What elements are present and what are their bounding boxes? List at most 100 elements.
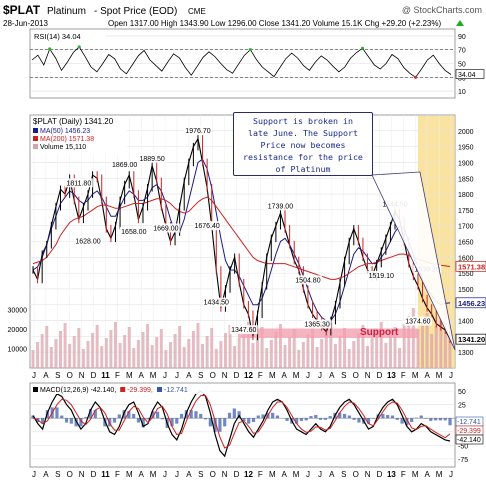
macd-histogram-bar: [170, 418, 174, 427]
x-tick-label: N: [222, 371, 228, 380]
macd-x-tick-label: M: [150, 470, 157, 479]
x-tick-label: S: [55, 371, 60, 380]
volume-bar: [251, 343, 255, 368]
macd-histogram-bar: [438, 418, 443, 421]
callout-pointer: [371, 171, 456, 351]
legend-entry: Volume 15,110: [40, 144, 86, 151]
x-tick-label: D: [91, 371, 97, 380]
volume-bar: [228, 325, 232, 368]
macd-x-tick-label: N: [79, 470, 85, 479]
macd-histogram-bar: [69, 418, 73, 424]
macd-x-tick-label: O: [210, 470, 216, 479]
macd-histogram-bar: [342, 413, 347, 419]
x-tick-label: N: [79, 371, 85, 380]
macd-legend-swatch: [33, 387, 38, 392]
macd-histogram-bar: [366, 418, 371, 424]
volume-tick-label: 30000: [8, 308, 28, 315]
x-tick-label: A: [282, 371, 288, 380]
macd-histogram-bar: [136, 418, 141, 423]
volume-bar: [288, 337, 292, 368]
volume-bar: [361, 325, 365, 368]
x-tick-label: S: [341, 371, 346, 380]
macd-x-tick-label: S: [198, 470, 203, 479]
volume-bar: [31, 350, 35, 368]
volume-bar: [191, 331, 195, 368]
x-tick-label: M: [269, 371, 276, 380]
rsi-last-box: [455, 69, 485, 79]
volume-bar: [434, 326, 438, 368]
macd-histogram-bar: [31, 415, 35, 419]
macd-histogram-bar: [223, 418, 227, 427]
x-tick-label: J: [32, 371, 36, 380]
macd-x-tick-label: F: [401, 470, 406, 479]
price-annotation: 1869.00: [112, 162, 137, 169]
instrument-name: Platinum: [47, 6, 86, 17]
macd-histogram-bar: [232, 408, 236, 419]
volume-bar: [421, 321, 425, 368]
volume-bar: [283, 345, 287, 368]
rsi-line: [31, 46, 452, 78]
support-label: Support: [360, 327, 399, 338]
x-tick-label: M: [126, 371, 133, 380]
macd-x-tick-label: M: [293, 470, 300, 479]
macd-tick-label: 50: [458, 389, 466, 396]
volume-bar: [141, 332, 145, 368]
macd-x-tick-label: A: [329, 470, 335, 479]
volume-tick-label: 10000: [8, 347, 28, 354]
volume-bar: [256, 335, 260, 368]
volume-bar: [338, 336, 342, 368]
x-tick-label: N: [365, 371, 371, 380]
volume-bar: [214, 349, 218, 368]
legend-swatch: [33, 136, 38, 141]
rsi-legend-bg: [32, 31, 106, 41]
volume-bar: [233, 346, 237, 368]
rsi-overbought-mark: [248, 48, 252, 52]
price-tick-label: 1500: [458, 287, 474, 294]
macd-histogram-bar: [156, 411, 160, 419]
macd-right-box: [455, 434, 484, 445]
macd-right-label: -12.741: [457, 419, 481, 426]
macd-histogram-bar: [64, 418, 69, 423]
price-annotation: 1628.00: [75, 238, 100, 245]
volume-bar: [242, 330, 246, 368]
x-tick-label: O: [353, 371, 359, 380]
macd-histogram-bar: [386, 414, 390, 419]
macd-x-tick-label: A: [43, 470, 49, 479]
price-tick-label: 1750: [458, 208, 474, 215]
macd-histogram-bar: [242, 418, 246, 421]
volume-bar: [416, 329, 420, 368]
right-value-box: [455, 333, 486, 345]
price-tick-label: 1650: [458, 240, 474, 247]
volume-bar: [356, 333, 360, 368]
macd-histogram-bar: [410, 418, 414, 423]
macd-histogram-bar: [194, 411, 198, 419]
volume-bar: [343, 328, 347, 368]
price-annotation: 1374.60: [405, 319, 430, 326]
macd-histogram-bar: [160, 418, 165, 420]
chart-date: 28-Jun-2013: [3, 19, 48, 28]
volume-bar: [113, 322, 117, 368]
volume-bar: [72, 336, 76, 368]
macd-x-tick-label: J: [32, 470, 36, 479]
x-tick-label: 11: [101, 371, 110, 380]
volume-bar: [136, 340, 140, 368]
annotation-bg: [293, 275, 322, 285]
x-tick-label: J: [163, 371, 167, 380]
macd-histogram-bar: [285, 418, 289, 421]
rsi-tick-label: 90: [458, 34, 466, 41]
macd-histogram-bar: [429, 418, 433, 421]
x-tick-label: J: [449, 371, 453, 380]
macd-x-tick-label: M: [269, 470, 276, 479]
x-tick-label: J: [175, 371, 179, 380]
x-tick-label: F: [115, 371, 120, 380]
volume-bar: [45, 326, 49, 368]
x-tick-label: 13: [387, 371, 396, 380]
macd-signal-line: [32, 395, 451, 449]
volume-bar: [439, 318, 443, 368]
price-annotation: 1434.50: [204, 300, 229, 307]
macd-histogram-bar: [141, 418, 145, 428]
macd-line: [32, 390, 451, 458]
annotation-callout: Support is broken in late June. The Supp…: [233, 112, 373, 176]
